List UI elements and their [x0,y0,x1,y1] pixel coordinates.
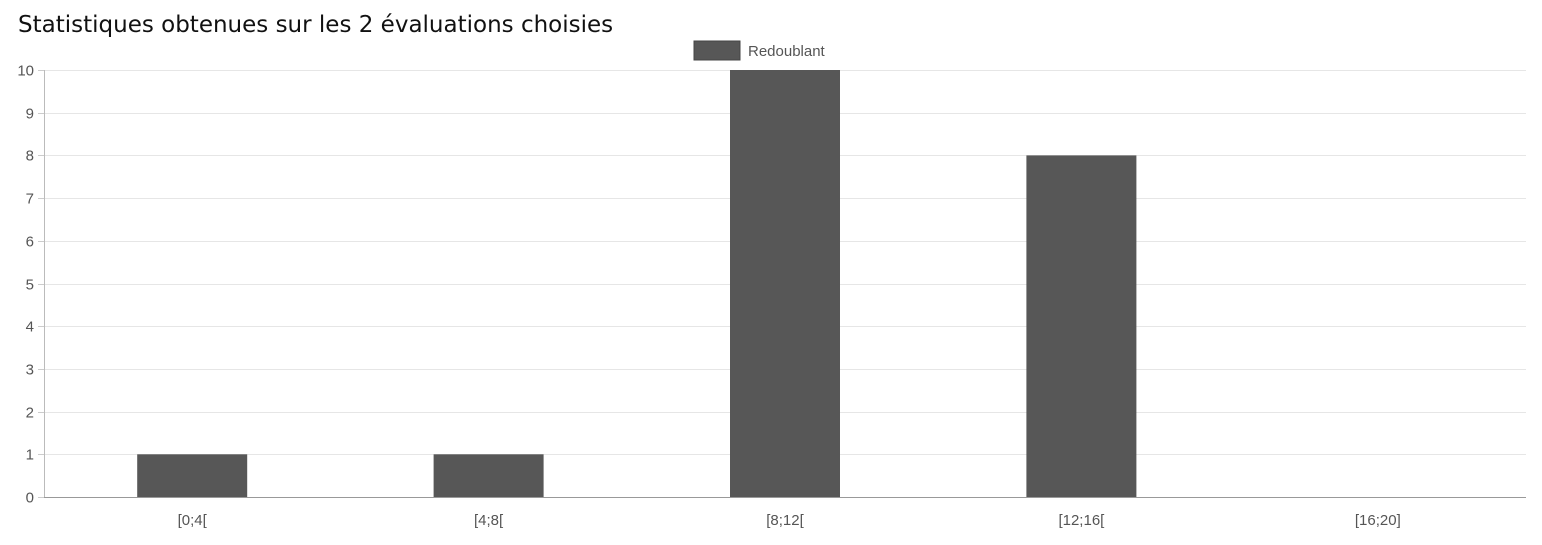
page-title: Statistiques obtenues sur les 2 évaluati… [18,12,614,38]
legend-swatch[interactable] [693,40,741,61]
bar-2[interactable] [730,70,840,497]
bars [137,70,1137,497]
x-tick-label: [16;20] [1355,512,1401,529]
y-tick-label: 3 [26,362,34,379]
x-tick-label: [8;12[ [766,512,804,529]
y-tick-label: 0 [26,490,34,507]
bar-1[interactable] [433,454,544,497]
y-tick-label: 4 [26,319,34,336]
y-tick-label: 1 [26,447,34,464]
axes: 0 1 2 3 4 5 6 7 8 9 10 [0;4[ [4;8[ [8;12[ [12;16[ [16;2… [17,63,1526,529]
legend[interactable]: Redoublant [693,40,826,61]
bar-0[interactable] [137,454,248,497]
y-tick-label: 9 [26,106,34,123]
y-tick-label: 7 [26,191,34,208]
y-tick-label: 5 [26,277,34,294]
y-tick-label: 10 [17,63,34,80]
x-tick-label: [4;8[ [474,512,504,529]
y-tick-label: 8 [26,148,34,165]
y-tick-label: 6 [26,234,34,251]
x-tick-label: [12;16[ [1058,512,1105,529]
legend-label[interactable]: Redoublant [748,43,826,60]
x-tick-label: [0;4[ [178,512,208,529]
bar-3[interactable] [1026,155,1137,497]
y-tick-label: 2 [26,405,34,422]
